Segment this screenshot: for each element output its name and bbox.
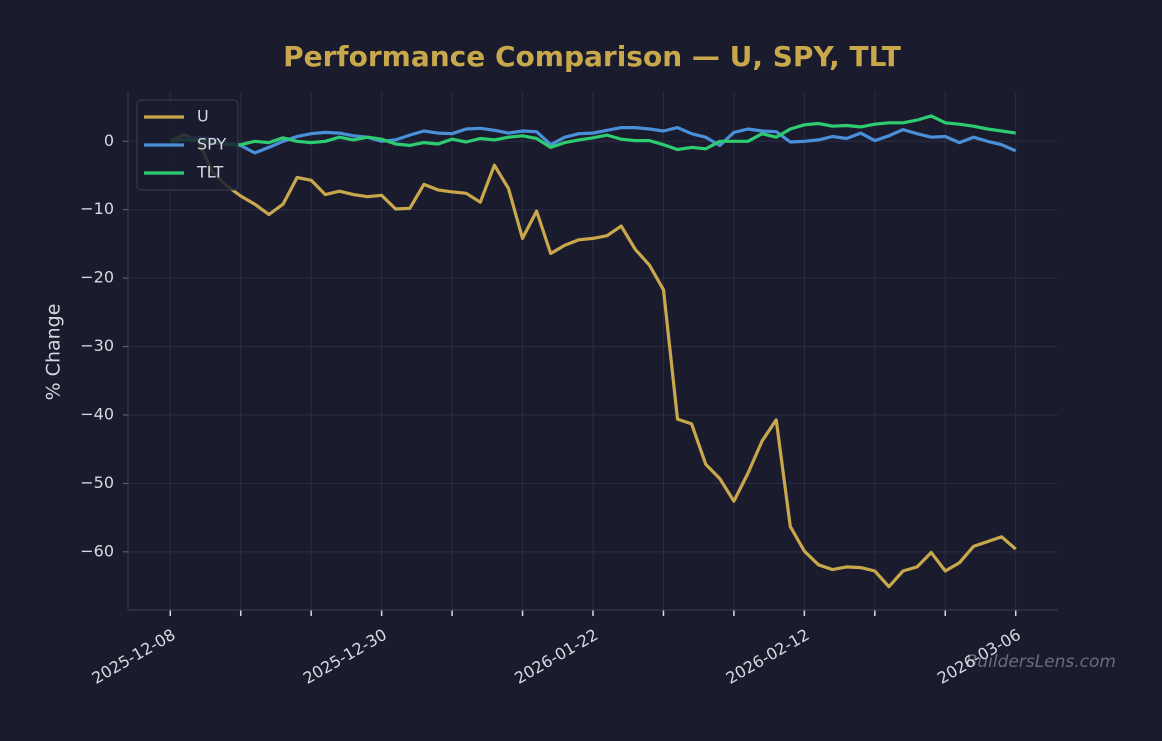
y-tick-label: −20 xyxy=(80,268,114,287)
legend-label: U xyxy=(197,107,209,126)
x-tick-label: 2025-12-30 xyxy=(300,625,390,688)
x-tick-label: 2026-01-22 xyxy=(511,625,601,688)
y-axis-label: % Change xyxy=(43,304,65,401)
y-tick-label: −10 xyxy=(80,199,114,218)
y-tick-label: −30 xyxy=(80,336,114,355)
line-series xyxy=(169,132,1017,589)
x-tick-label: 2026-02-12 xyxy=(723,625,813,688)
legend-label: SPY xyxy=(197,135,226,154)
y-tick-label: −60 xyxy=(80,541,114,560)
chart-title: Performance Comparison — U, SPY, TLT xyxy=(283,40,901,73)
y-tick-label: 0 xyxy=(104,131,114,150)
line-series xyxy=(170,126,1017,155)
legend-label: TLT xyxy=(196,163,223,182)
legend-box xyxy=(136,99,239,191)
watermark: BuildersLens.com xyxy=(966,652,1116,672)
line-series xyxy=(170,114,1016,152)
x-tick-label: 2025-12-08 xyxy=(88,625,178,688)
y-tick-label: −50 xyxy=(80,473,114,492)
y-tick-label: −40 xyxy=(80,404,114,423)
